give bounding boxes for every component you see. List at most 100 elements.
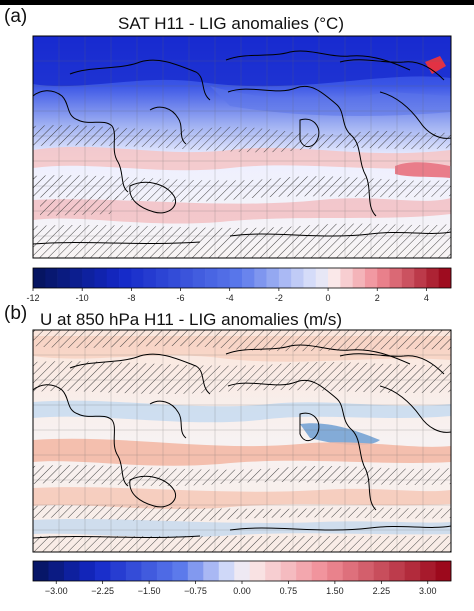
colorbar-bin: [203, 561, 220, 581]
colorbar-bin: [187, 561, 204, 581]
map-a-hatching: [33, 125, 451, 258]
colorbar-bin: [328, 268, 341, 288]
map-b-australia-coast: [129, 475, 176, 508]
colorbar-bin: [125, 561, 142, 581]
colorbar-bin: [426, 268, 440, 288]
colorbar-tick-label: 4: [424, 293, 429, 303]
colorbar-bin: [266, 268, 280, 288]
panel-b-label: (b): [4, 303, 28, 324]
colorbar-bin: [143, 268, 157, 288]
colorbar-bin: [63, 561, 80, 581]
colorbar-tick-label: -8: [127, 293, 135, 303]
colorbar-bin: [94, 268, 108, 288]
colorbar-tick-label: 1.50: [326, 586, 344, 596]
colorbar-bin: [342, 561, 359, 581]
colorbar-bin: [327, 561, 343, 581]
colorbar-tick-label: -4: [226, 293, 234, 303]
colorbar-b-ticks: −3.00 −2.25 −1.50 −0.75 0.00 0.75 1.50 2.25 3.00: [45, 581, 437, 596]
colorbar-bin: [364, 268, 378, 288]
colorbar-bin: [192, 268, 206, 288]
colorbar-bin: [401, 268, 415, 288]
colorbar-tick-label: 2.25: [373, 586, 391, 596]
colorbar-bin: [296, 561, 312, 581]
colorbar-a: [32, 267, 452, 289]
colorbar-bin: [155, 268, 169, 288]
colorbar-bin: [278, 268, 292, 288]
colorbar-bin: [180, 268, 194, 288]
map-b-coastlines: [33, 344, 451, 539]
colorbar-bin: [79, 561, 96, 581]
colorbar-bin: [377, 268, 390, 288]
map-a: [33, 36, 451, 258]
colorbar-bin: [254, 268, 267, 288]
colorbar-bin: [172, 561, 189, 581]
colorbar-tick-label: -6: [177, 293, 185, 303]
colorbar-bin: [389, 268, 403, 288]
colorbar-bin: [106, 268, 120, 288]
colorbar-bin: [33, 268, 46, 288]
map-b-frame: [32, 329, 452, 553]
panel-a-label: (a): [4, 6, 28, 27]
colorbar-bin: [217, 268, 231, 288]
colorbar-bin: [389, 561, 405, 581]
colorbar-bin: [438, 268, 452, 288]
colorbar-tick-label: 2: [375, 293, 380, 303]
map-a-hotspot: [425, 56, 446, 74]
map-a-frame: [32, 35, 452, 259]
map-a-australia-coast: [129, 181, 176, 214]
colorbar-bin: [303, 268, 317, 288]
colorbar-bin: [218, 561, 235, 581]
colorbar-bin: [358, 561, 374, 581]
colorbar-bin: [94, 561, 111, 581]
colorbar-tick-label: −0.75: [184, 586, 207, 596]
map-b-easterly-band: [33, 400, 451, 423]
colorbar-bin: [249, 561, 266, 581]
map-a-warm-band: [33, 146, 451, 171]
colorbar-bin: [229, 268, 243, 288]
colorbar-a-ticks: -12 -10 -8 -6 -4 -2 0 2 4: [26, 288, 429, 303]
colorbar-bin: [352, 268, 366, 288]
colorbar-bin: [315, 268, 329, 288]
colorbar-bin: [69, 268, 83, 288]
colorbar-bin: [33, 561, 49, 581]
map-a-coastlines: [33, 50, 451, 245]
colorbar-bin: [141, 561, 158, 581]
colorbar-bin: [340, 268, 353, 288]
colorbar-tick-label: 3.00: [419, 586, 437, 596]
colorbar-bin: [110, 561, 127, 581]
colorbar-tick-label: 0.00: [233, 586, 251, 596]
colorbar-tick-label: -2: [275, 293, 283, 303]
colorbar-bin: [404, 561, 421, 581]
colorbar-bin: [291, 268, 304, 288]
colorbar-bin: [242, 268, 255, 288]
colorbar-tick-label: −1.50: [138, 586, 161, 596]
colorbar-bin: [234, 561, 251, 581]
colorbar-tick-label: -10: [76, 293, 89, 303]
panel-b-title: U at 850 hPa H11 - LIG anomalies (m/s): [40, 310, 343, 329]
colorbar-bin: [280, 561, 297, 581]
colorbar-frame: [32, 267, 452, 289]
colorbar-bin: [119, 268, 132, 288]
colorbar-bin: [48, 561, 65, 581]
colorbar-tick-label: -12: [26, 293, 39, 303]
colorbar-bin: [311, 561, 328, 581]
colorbar-bin: [45, 268, 58, 288]
map-b: [33, 330, 451, 552]
colorbar-tick-label: −3.00: [45, 586, 68, 596]
map-b-westerly-band: [33, 438, 451, 466]
colorbar-tick-label: 0.75: [280, 586, 298, 596]
colorbar-tick-label: 0: [326, 293, 331, 303]
colorbar-bin: [265, 561, 282, 581]
map-b-hatching: [33, 330, 451, 552]
panel-a-title: SAT H11 - LIG anomalies (°C): [118, 14, 344, 33]
colorbar-bin: [131, 268, 144, 288]
colorbar-bin: [168, 268, 181, 288]
colorbar-bin: [435, 561, 452, 581]
colorbar-b: [32, 560, 452, 582]
colorbar-bin: [205, 268, 218, 288]
colorbar-bin: [57, 268, 71, 288]
colorbar-bin: [420, 561, 436, 581]
colorbar-bin: [414, 268, 427, 288]
colorbar-bin: [373, 561, 390, 581]
